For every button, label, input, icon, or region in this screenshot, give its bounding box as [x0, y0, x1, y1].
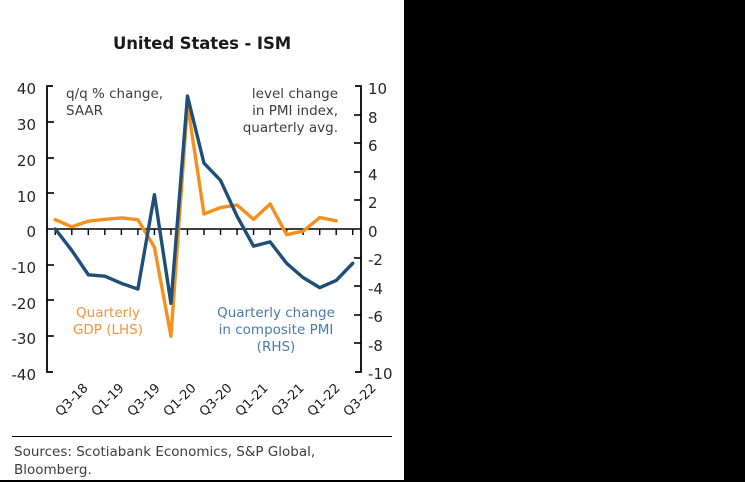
series-label-pmi-line2: in composite PMI	[218, 322, 334, 338]
x-axis-ticks	[54, 229, 354, 235]
right-axis-note-line2: in PMI index,	[252, 103, 338, 119]
right-axis-ticks	[354, 114, 361, 344]
series-label-gdp-line2: GDP (LHS)	[72, 322, 144, 338]
left-axis-tick-neg10: -10	[11, 259, 37, 277]
left-axis-tick-10: 10	[16, 188, 36, 206]
chart-figure: United States - ISM 40 30 20 10 0 -10 -2…	[0, 0, 404, 482]
bottom-divider	[0, 480, 404, 482]
source-line-2: Bloomberg.	[14, 462, 92, 478]
series-line-pmi	[53, 94, 355, 306]
right-axis-tick-neg8: -8	[368, 337, 383, 355]
left-axis-tick-neg30: -30	[11, 330, 37, 348]
plot-area	[46, 85, 362, 373]
left-axis-note-line2: SAAR	[66, 103, 104, 119]
right-axis-tick-0: 0	[368, 223, 378, 241]
left-axis-tick-20: 20	[16, 152, 36, 170]
chart-title: United States - ISM	[112, 34, 292, 53]
series-line-gdp	[53, 102, 338, 338]
right-axis-tick-10: 10	[368, 80, 388, 98]
right-axis-tick-6: 6	[368, 137, 378, 155]
right-axis-tick-neg6: -6	[368, 308, 383, 326]
right-axis-tick-neg4: -4	[368, 280, 383, 298]
right-axis-tick-neg10: -10	[368, 365, 393, 383]
series-label-gdp-line1: Quarterly	[76, 305, 140, 321]
left-axis-ticks	[47, 121, 54, 337]
right-axis-tick-8: 8	[368, 109, 378, 127]
left-axis-tick-40: 40	[16, 80, 36, 98]
source-line-1: Sources: Scotiabank Economics, S&P Globa…	[14, 444, 316, 460]
left-axis-tick-neg20: -20	[11, 295, 37, 313]
left-axis-note-line1: q/q % change,	[66, 86, 164, 102]
right-axis-note-line1: level change	[251, 86, 338, 102]
series-label-pmi-line3: (RHS)	[256, 339, 296, 355]
left-axis-tick-neg40: -40	[11, 366, 37, 384]
axes-group	[46, 85, 362, 373]
right-axis-tick-4: 4	[368, 166, 378, 184]
right-axis-note-line3: quarterly avg.	[242, 120, 338, 136]
left-axis-tick-0: 0	[26, 223, 36, 241]
series-label-pmi-line1: Quarterly change	[217, 305, 335, 321]
blank-right-panel	[404, 0, 745, 482]
right-axis-tick-2: 2	[368, 194, 378, 212]
right-axis-tick-neg2: -2	[368, 251, 383, 269]
left-axis-tick-30: 30	[16, 116, 36, 134]
source-divider	[12, 436, 392, 437]
source-note: Sources: Scotiabank Economics, S&P Globa…	[14, 443, 399, 479]
